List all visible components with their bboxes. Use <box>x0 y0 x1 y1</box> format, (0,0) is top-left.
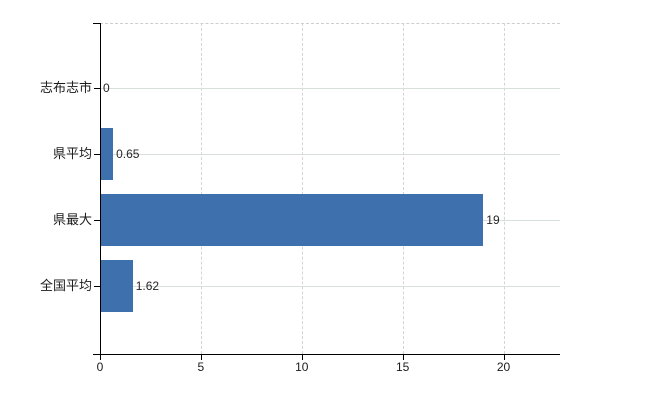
y-axis-tick <box>94 220 101 221</box>
bar-value-label: 0 <box>103 81 110 95</box>
bar-value-label: 0.65 <box>116 147 140 161</box>
x-tick-label: 5 <box>197 360 205 374</box>
x-axis-tick <box>402 355 404 360</box>
bar <box>100 194 484 246</box>
x-tick-label: 20 <box>496 360 511 374</box>
plot-area: 0 0.65 19 1.62 <box>100 23 560 354</box>
plot-top-border <box>100 23 560 24</box>
x-axis <box>93 354 560 355</box>
bar <box>100 260 133 312</box>
y-axis-tick <box>94 88 101 89</box>
category-label: 志布志市 <box>39 80 92 95</box>
y-axis-tick <box>94 286 101 287</box>
x-axis-tick <box>503 355 505 360</box>
gridline-vertical <box>301 23 303 354</box>
bar-value-label: 1.62 <box>135 279 160 293</box>
y-axis <box>100 23 101 354</box>
category-label: 県平均 <box>52 146 92 161</box>
y-axis-tick <box>94 154 101 155</box>
x-axis-tick <box>301 355 303 360</box>
x-tick-label: 10 <box>295 360 309 374</box>
x-tick-label: 0 <box>96 360 104 374</box>
x-axis-tick <box>200 355 202 360</box>
y-axis-top-tick <box>93 23 100 24</box>
gridline-vertical <box>200 23 202 354</box>
gridline-vertical <box>503 23 505 354</box>
x-axis-tick <box>100 355 101 360</box>
category-label: 全国平均 <box>39 278 92 293</box>
gridline-horizontal <box>100 88 560 89</box>
gridline-horizontal <box>100 154 560 155</box>
bar-value-label: 19 <box>486 213 500 227</box>
gridline-vertical <box>402 23 404 354</box>
x-tick-label: 15 <box>395 360 410 374</box>
bar <box>100 128 114 180</box>
category-label: 県最大 <box>52 212 92 227</box>
gridline-horizontal <box>100 286 560 287</box>
